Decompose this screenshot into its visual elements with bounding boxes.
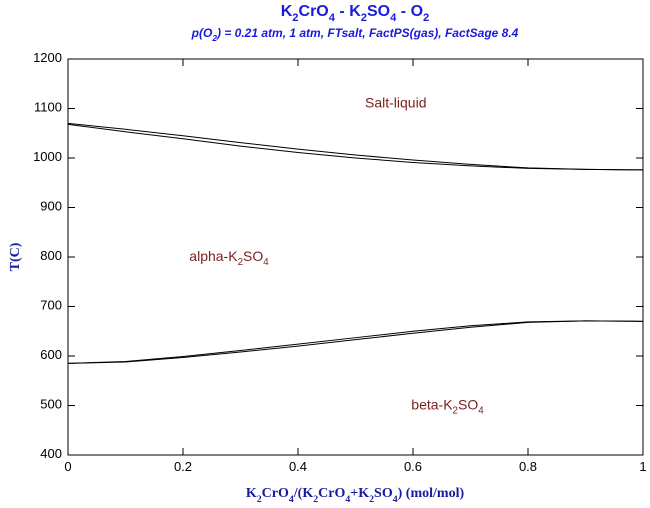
y-tick-label: 600 xyxy=(40,347,62,362)
y-tick-label: 1100 xyxy=(34,100,62,115)
x-tick-label: 1 xyxy=(639,459,646,474)
x-tick-label: 0.2 xyxy=(174,459,192,474)
y-axis-label: T(C) xyxy=(8,242,23,271)
x-axis-label: K2CrO4/(K2CrO4+K2SO4) (mol/mol) xyxy=(246,486,465,505)
y-tick-label: 1000 xyxy=(33,149,62,164)
y-tick-label: 900 xyxy=(40,199,62,214)
y-tick-label: 700 xyxy=(40,298,62,313)
phase-boundary xyxy=(67,123,644,171)
annotation: alpha-K2SO4 xyxy=(189,248,269,268)
x-tick-label: 0.8 xyxy=(519,459,537,474)
y-tick-label: 400 xyxy=(40,446,62,461)
annotation: Salt-liquid xyxy=(365,94,426,110)
chart-subtitle: p(O2) = 0.21 atm, 1 atm, FTsalt, FactPS(… xyxy=(191,26,519,43)
x-tick-label: 0.4 xyxy=(289,459,307,474)
phase-boundary xyxy=(67,320,644,364)
annotation: beta-K2SO4 xyxy=(411,396,484,416)
y-tick-label: 1200 xyxy=(33,50,62,65)
y-tick-label: 800 xyxy=(40,248,62,263)
x-tick-label: 0.6 xyxy=(404,459,422,474)
x-tick-label: 0 xyxy=(64,459,71,474)
plot-frame xyxy=(67,58,644,456)
phase-boundary xyxy=(67,122,644,171)
phase-boundary xyxy=(67,320,644,364)
y-tick-label: 500 xyxy=(40,397,62,412)
chart-title: K2CrO4 - K2SO4 - O2 xyxy=(281,3,430,24)
